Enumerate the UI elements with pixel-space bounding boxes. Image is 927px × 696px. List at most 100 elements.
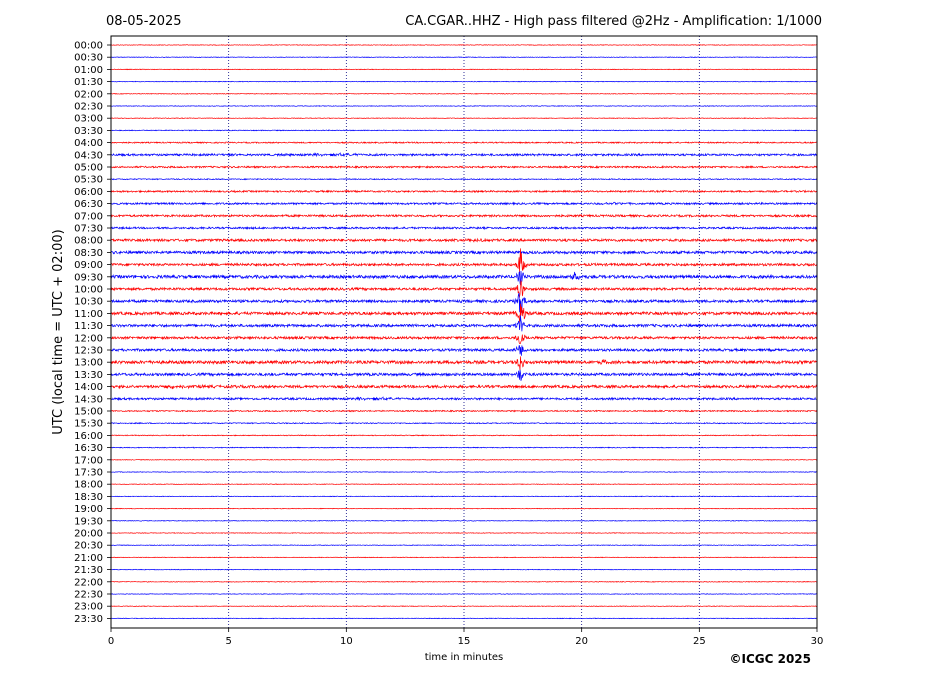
y-tick-label: 16:00 — [74, 431, 103, 442]
y-tick-label: 01:30 — [74, 77, 103, 88]
trace-line — [110, 605, 818, 608]
trace-line — [110, 383, 818, 390]
y-tick-label: 14:00 — [74, 382, 103, 393]
trace-line — [110, 334, 818, 345]
x-tick-label: 0 — [108, 636, 114, 647]
trace-line — [110, 396, 818, 402]
trace-line — [110, 532, 818, 534]
y-tick-label: 06:30 — [74, 199, 103, 210]
trace-line — [110, 458, 818, 461]
trace-line — [110, 225, 818, 231]
y-tick-label: 23:00 — [74, 602, 103, 613]
y-tick-label: 07:00 — [74, 211, 103, 222]
trace-line — [110, 580, 818, 583]
y-axis-label: UTC (local time = UTC + 02:00) — [51, 229, 66, 434]
trace-line — [110, 177, 818, 181]
y-tick-label: 22:00 — [74, 577, 103, 588]
x-axis-label: time in minutes — [425, 652, 504, 663]
y-tick-label: 05:00 — [74, 163, 103, 174]
trace-line — [110, 345, 818, 356]
trace-line — [110, 519, 818, 522]
trace-line — [110, 369, 818, 381]
seismic-traces — [110, 44, 818, 620]
y-tick-label: 17:00 — [74, 455, 103, 466]
vertical-gridlines — [228, 36, 700, 628]
date-label: 08-05-2025 — [106, 14, 182, 29]
trace-line — [110, 270, 818, 286]
y-tick-label: 06:00 — [74, 187, 103, 198]
copyright-label: ©ICGC 2025 — [729, 652, 811, 666]
y-tick-label: 20:30 — [74, 541, 103, 552]
y-tick-label: 05:30 — [74, 175, 103, 186]
y-tick-label: 10:30 — [74, 297, 103, 308]
y-tick-label: 19:30 — [74, 516, 103, 527]
x-tick-label: 15 — [458, 636, 471, 647]
trace-line — [110, 409, 818, 413]
trace-line — [110, 189, 818, 194]
y-tick-label: 14:30 — [74, 394, 103, 405]
y-tick-label: 11:30 — [74, 321, 103, 332]
y-tick-label: 11:00 — [74, 309, 103, 320]
y-tick-label: 15:00 — [74, 407, 103, 418]
y-tick-label: 01:00 — [74, 65, 103, 76]
y-tick-label: 20:00 — [74, 529, 103, 540]
x-tick-label: 30 — [811, 636, 824, 647]
x-tick-label: 5 — [225, 636, 231, 647]
trace-line — [110, 593, 818, 595]
trace-line — [110, 483, 818, 486]
trace-line — [110, 617, 818, 620]
y-tick-label: 19:00 — [74, 504, 103, 515]
y-tick-label: 15:30 — [74, 419, 103, 430]
trace-line — [110, 421, 818, 425]
trace-line — [110, 315, 818, 332]
y-tick-label: 07:30 — [74, 224, 103, 235]
y-tick-label: 08:00 — [74, 236, 103, 247]
y-tick-label: 18:00 — [74, 480, 103, 491]
trace-line — [110, 495, 818, 498]
trace-line — [110, 141, 818, 145]
trace-line — [110, 249, 818, 255]
trace-line — [110, 129, 818, 132]
y-tick-label: 12:00 — [74, 333, 103, 344]
y-tick-label: 16:30 — [74, 443, 103, 454]
y-tick-label: 12:30 — [74, 346, 103, 357]
chart-title: CA.CGAR..HHZ - High pass filtered @2Hz -… — [405, 14, 822, 29]
trace-line — [110, 248, 818, 274]
y-tick-label: 04:00 — [74, 138, 103, 149]
y-tick-label: 23:30 — [74, 614, 103, 625]
trace-line — [110, 56, 818, 59]
plot-area — [110, 35, 818, 629]
trace-line — [110, 303, 818, 323]
trace-line — [110, 117, 818, 120]
y-tick-label: 04:30 — [74, 150, 103, 161]
y-tick-label: 09:30 — [74, 272, 103, 283]
y-tick-label: 13:00 — [74, 358, 103, 369]
trace-line — [110, 105, 818, 107]
y-tick-label: 22:30 — [74, 590, 103, 601]
trace-line — [110, 152, 818, 158]
y-tick-label: 08:30 — [74, 248, 103, 259]
trace-line — [110, 292, 818, 313]
trace-line — [110, 556, 818, 559]
y-tick-label: 18:30 — [74, 492, 103, 503]
y-tick-label: 03:00 — [74, 114, 103, 125]
y-tick-label: 09:00 — [74, 260, 103, 271]
trace-line — [110, 544, 818, 547]
x-tick-label: 25 — [693, 636, 706, 647]
x-tick-labels: 0 5 10 15 20 25 30 — [108, 628, 824, 647]
trace-line — [110, 92, 818, 95]
trace-line — [110, 356, 818, 371]
trace-line — [110, 446, 818, 449]
trace-line — [110, 44, 818, 46]
y-tick-label: 02:30 — [74, 102, 103, 113]
y-tick-label: 21:30 — [74, 565, 103, 576]
y-tick-label: 13:30 — [74, 370, 103, 381]
trace-line — [110, 165, 818, 169]
trace-line — [110, 201, 818, 206]
y-tick-label: 21:00 — [74, 553, 103, 564]
y-tick-label: 00:30 — [74, 53, 103, 64]
y-tick-label: 03:30 — [74, 126, 103, 137]
trace-line — [110, 280, 818, 298]
